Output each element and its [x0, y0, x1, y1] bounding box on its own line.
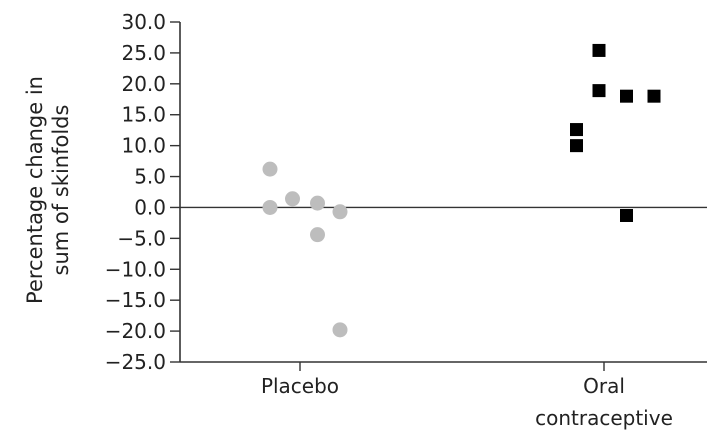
placebo-point [332, 204, 348, 220]
oral-contraceptive-point [620, 89, 633, 103]
placebo-point [262, 199, 278, 215]
placebo-point [262, 161, 278, 177]
placebo-point [285, 191, 300, 207]
y-tick-label: −25.0 [105, 350, 166, 374]
y-ticks: 30.0 25.0 20.0 15.0 10.0 5.0 0.0 −5.0 −10.0 −15.0… [105, 10, 180, 374]
placebo-point [310, 195, 325, 211]
oral-contraceptive-point [592, 84, 606, 98]
y-tick-label: −5.0 [117, 226, 166, 250]
x-category-label: Oral [583, 374, 625, 398]
oral-contraceptive-point [570, 139, 583, 153]
y-tick-label: 5.0 [134, 165, 166, 189]
y-tick-label: −10.0 [105, 257, 166, 281]
y-tick-label: 0.0 [134, 195, 166, 219]
oral-contraceptive-point [620, 208, 633, 222]
data-points [262, 43, 661, 338]
y-tick-label: 30.0 [121, 10, 166, 34]
y-tick-label: 10.0 [121, 134, 166, 158]
x-category-label: contraceptive [535, 406, 673, 430]
axes [179, 22, 707, 363]
y-axis-label-line-2: sum of skinfolds [49, 105, 73, 276]
y-axis-label: Percentage change in sum of skinfolds [23, 76, 73, 304]
oral-contraceptive-point [647, 89, 661, 103]
placebo-point [310, 227, 325, 243]
y-axis-label-line-1: Percentage change in [23, 76, 47, 304]
x-category-label: Placebo [261, 374, 339, 398]
placebo-point [332, 322, 348, 338]
x-categories: Placebo Oral contraceptive [261, 362, 673, 430]
y-tick-label: 25.0 [121, 41, 166, 65]
y-tick-label: −20.0 [105, 319, 166, 343]
oral-contraceptive-point [570, 123, 583, 137]
y-tick-label: −15.0 [105, 288, 166, 312]
oral-contraceptive-point [592, 43, 606, 57]
y-tick-label: 20.0 [121, 72, 166, 96]
y-tick-label: 15.0 [121, 103, 166, 127]
